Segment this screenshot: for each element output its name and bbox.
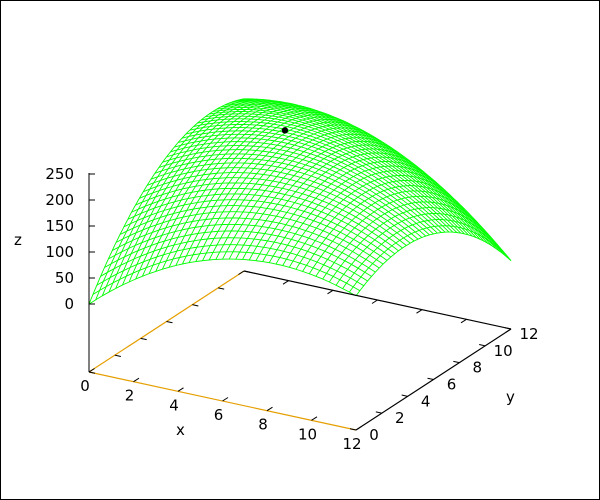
y-tick-back [166,321,173,324]
x-axis-label: x [176,421,185,439]
x-tick-label: 2 [125,387,135,405]
mesh-line-y [224,103,492,246]
x-tick-label: 10 [298,425,317,443]
mesh-line-y [220,105,489,244]
mesh-line-y [108,223,376,273]
mesh-line-y [115,211,384,265]
y-tick [453,360,460,364]
z-tick-label: 200 [45,191,74,209]
y-tick-label: 2 [395,409,405,427]
x-tick-back [505,328,512,333]
y-tick-back [218,287,225,290]
surface-mesh [88,98,512,305]
mesh-line-y [88,258,357,305]
mesh-line-y [201,115,469,236]
y-tick [427,377,434,380]
y-tick-label: 4 [421,392,431,410]
mesh-line-y [212,109,481,240]
y-tick [375,411,382,414]
z-tick-label: 250 [45,165,74,183]
mesh-line-y [209,111,477,238]
x-tick-label: 6 [214,406,224,424]
y-tick-label: 10 [494,342,513,360]
mesh-line-y [104,230,372,277]
mesh-line-y [135,182,403,249]
y-axis-label: y [506,388,515,406]
x-tick [133,377,140,383]
x-tick-back [327,289,334,295]
mesh-line-y [185,127,454,233]
mesh-line-y [100,237,368,282]
mesh-line-y [154,157,423,238]
mesh-line-y [232,101,500,252]
y-tick-label: 6 [447,376,457,394]
x-tick-back [238,270,245,275]
y-tick-back [140,337,147,341]
mesh-line-y [240,99,508,258]
mesh-line-y [181,130,450,233]
z-axis-label: z [14,231,22,249]
y-tick-back [243,270,251,273]
x-tick-label: 4 [169,396,179,414]
x-tick-back [416,309,423,314]
data-point [281,127,289,134]
x-tick-label: 8 [258,416,268,434]
mesh-line-y [197,118,465,235]
mesh-line-y [205,113,473,237]
mesh-line-y [177,133,446,233]
mesh-line-y [162,149,430,236]
x-tick [311,416,318,421]
z-tick-label: 50 [55,269,74,287]
mesh-line-y [166,145,434,235]
y-tick-label: 12 [519,325,538,343]
y-tick [349,428,357,431]
mesh-line-y [127,193,396,255]
mesh-line-y [244,98,512,261]
x-tick [177,387,184,392]
mesh-line-y [92,251,361,295]
y-tick [401,394,408,397]
axis-labels: x y z [14,231,515,439]
mesh-line-y [123,199,392,258]
x-tick-back [460,318,467,324]
mesh-line-y [236,100,504,255]
mesh-line-y [143,172,411,244]
z-tick-label: 0 [64,295,74,313]
y-tick-back [192,304,199,307]
z-tick-label: 150 [45,217,74,235]
mesh-line-y [131,187,399,252]
mesh-line-y [170,141,438,234]
mesh-line-y [193,121,461,234]
x-tick [355,426,362,431]
mesh-line-y [146,167,415,242]
x-tick-label: 12 [342,435,361,453]
x-tick [222,397,229,402]
mesh-line-y [228,102,496,249]
mesh-line-x [248,148,405,261]
mesh-line-y [112,217,380,269]
x-tick-label: 0 [80,377,90,395]
x-tick [266,406,273,412]
mesh-line-y [119,205,388,261]
mesh-line-y [158,153,427,237]
mesh-line-y [216,107,485,242]
mesh-line-y [96,244,365,287]
y-tick-label: 8 [473,359,483,377]
x-tick [88,368,95,373]
y-tick-back [88,371,96,374]
mesh-line-y [174,137,442,233]
mesh-line-y [189,124,458,233]
y-tick [479,344,486,347]
y-tick-label: 0 [369,426,379,444]
y-tick [504,327,512,330]
y-tick-back [114,354,121,357]
x-tick-back [371,299,378,304]
x-tick-back [282,280,289,285]
mesh-line-y [139,177,407,246]
z-tick-label: 100 [45,243,74,261]
mesh-line-y [150,162,419,240]
